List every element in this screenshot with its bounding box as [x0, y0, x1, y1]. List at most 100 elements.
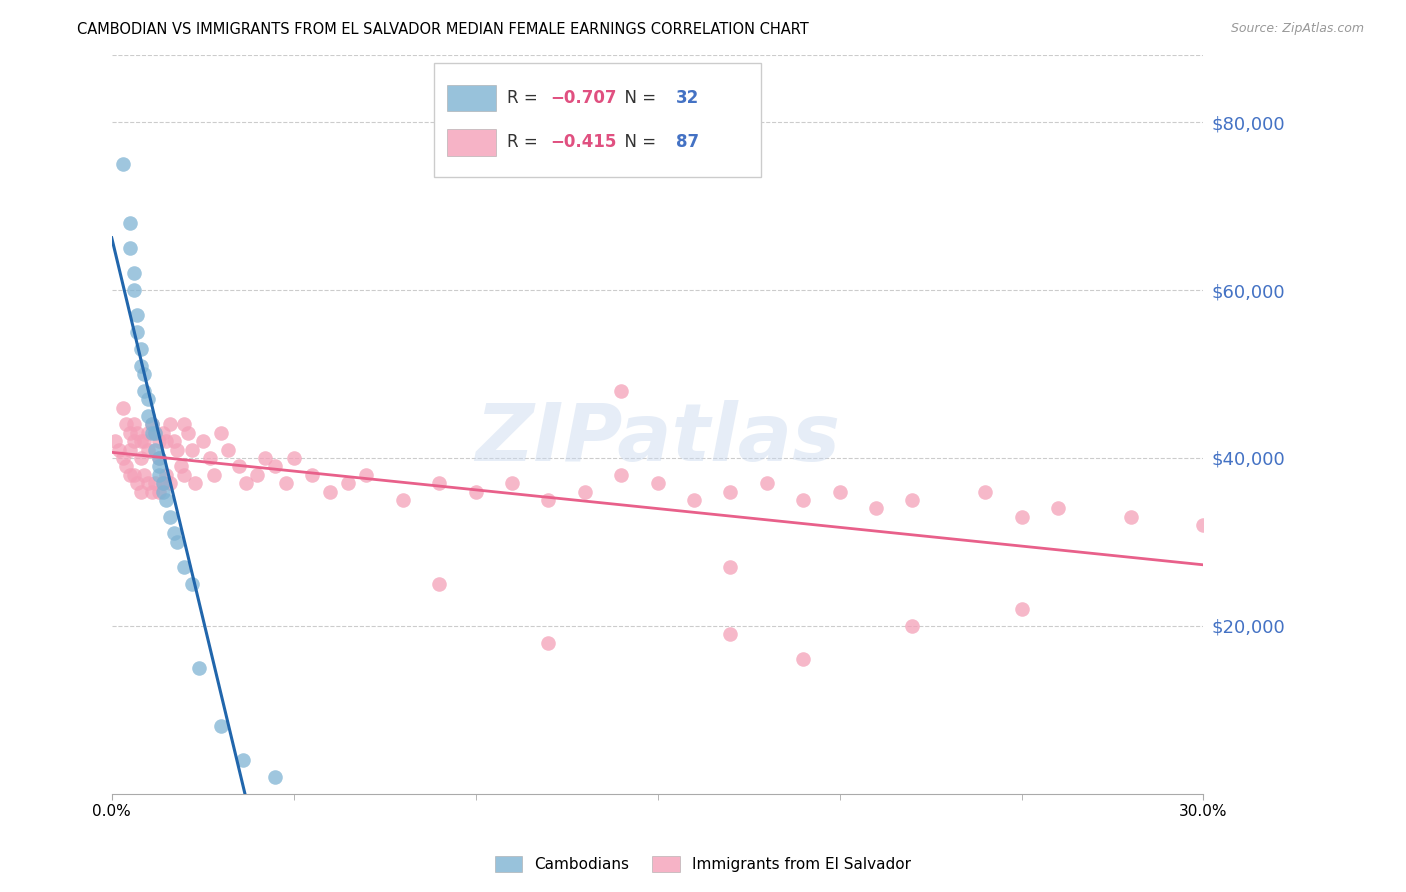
Legend: Cambodians, Immigrants from El Salvador: Cambodians, Immigrants from El Salvador [488, 848, 918, 880]
FancyBboxPatch shape [447, 129, 496, 155]
Point [253, 450, 276, 465]
Point [136, 409, 159, 423]
Point [264, 459, 287, 474]
Point [145, 442, 167, 457]
Point [111, 157, 134, 171]
Point [217, 442, 239, 457]
Point [148, 467, 170, 482]
Point [129, 450, 152, 465]
Point [718, 627, 741, 641]
Point [118, 425, 141, 440]
Point [111, 401, 134, 415]
Point [129, 434, 152, 449]
Point [232, 753, 254, 767]
Point [202, 467, 225, 482]
Point [718, 560, 741, 574]
Text: Source: ZipAtlas.com: Source: ZipAtlas.com [1230, 22, 1364, 36]
Point [145, 425, 167, 440]
Point [1119, 509, 1142, 524]
Point [152, 484, 174, 499]
Point [718, 484, 741, 499]
Point [127, 425, 149, 440]
Point [136, 425, 159, 440]
Point [356, 467, 378, 482]
Text: N =: N = [614, 133, 661, 152]
Point [148, 450, 170, 465]
Point [141, 484, 163, 499]
Text: 87: 87 [676, 133, 699, 152]
Point [134, 467, 156, 482]
Point [155, 467, 177, 482]
Text: N =: N = [614, 89, 661, 107]
Point [122, 266, 145, 280]
Point [235, 476, 257, 491]
Point [792, 652, 814, 666]
Point [177, 425, 200, 440]
Point [464, 484, 486, 499]
Point [209, 719, 232, 733]
Point [122, 283, 145, 297]
Point [122, 417, 145, 432]
Point [647, 476, 669, 491]
Point [159, 509, 181, 524]
Point [111, 450, 134, 465]
Point [134, 367, 156, 381]
Point [136, 476, 159, 491]
Point [148, 484, 170, 499]
Point [122, 434, 145, 449]
Point [118, 216, 141, 230]
Point [974, 484, 997, 499]
Point [118, 241, 141, 255]
Point [198, 450, 221, 465]
Point [155, 492, 177, 507]
Point [191, 434, 214, 449]
Point [155, 434, 177, 449]
Text: 32: 32 [676, 89, 699, 107]
Point [173, 467, 195, 482]
Text: −0.707: −0.707 [551, 89, 617, 107]
Point [129, 342, 152, 356]
Point [136, 392, 159, 407]
Point [828, 484, 851, 499]
Point [170, 459, 193, 474]
Point [173, 560, 195, 574]
Point [134, 434, 156, 449]
Point [115, 417, 138, 432]
Point [162, 526, 184, 541]
Point [1192, 518, 1215, 533]
Text: −0.415: −0.415 [551, 133, 617, 152]
Point [108, 442, 131, 457]
Point [427, 576, 450, 591]
Point [148, 459, 170, 474]
Point [152, 476, 174, 491]
Point [166, 534, 188, 549]
FancyBboxPatch shape [447, 85, 496, 112]
Point [264, 770, 287, 784]
Point [173, 417, 195, 432]
Point [127, 308, 149, 322]
Text: R =: R = [508, 89, 543, 107]
Point [159, 417, 181, 432]
Point [337, 476, 360, 491]
FancyBboxPatch shape [434, 62, 761, 177]
Point [574, 484, 596, 499]
Point [152, 425, 174, 440]
Point [901, 619, 924, 633]
Point [276, 476, 298, 491]
Point [166, 442, 188, 457]
Point [134, 384, 156, 398]
Point [136, 442, 159, 457]
Point [392, 492, 415, 507]
Point [115, 459, 138, 474]
Point [148, 450, 170, 465]
Point [152, 476, 174, 491]
Point [118, 467, 141, 482]
Point [537, 492, 560, 507]
Point [129, 359, 152, 373]
Point [501, 476, 523, 491]
Point [122, 467, 145, 482]
Point [141, 425, 163, 440]
Point [180, 576, 202, 591]
Point [792, 492, 814, 507]
Point [301, 467, 323, 482]
